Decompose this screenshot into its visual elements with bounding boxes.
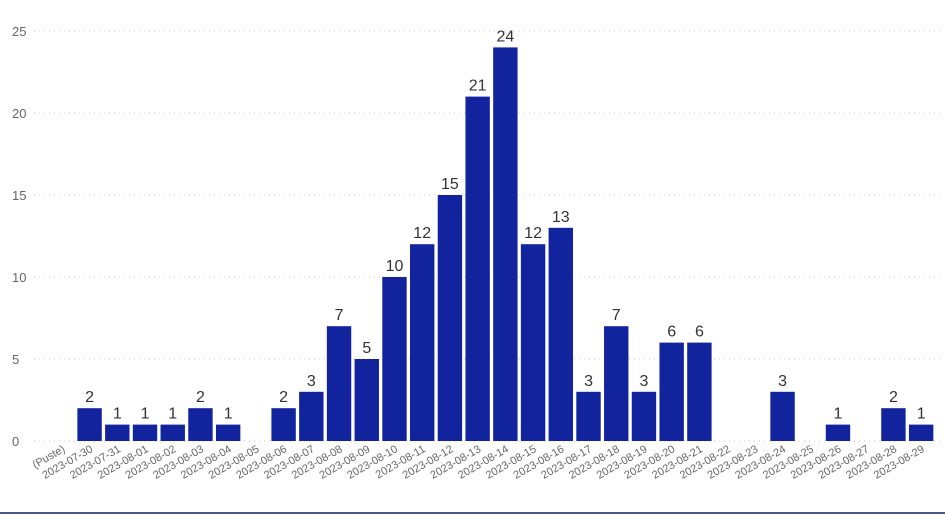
data-label: 12 bbox=[524, 225, 542, 242]
bar bbox=[576, 391, 601, 441]
data-label: 2 bbox=[196, 389, 205, 406]
bar bbox=[160, 424, 185, 441]
data-label: 1 bbox=[224, 406, 233, 423]
y-axis-ticks: 0 5 10 15 20 25 bbox=[12, 24, 26, 449]
bar bbox=[881, 408, 906, 441]
bar bbox=[437, 195, 463, 441]
data-label: 1 bbox=[141, 406, 150, 423]
data-label: 13 bbox=[552, 209, 570, 226]
data-label: 1 bbox=[168, 406, 177, 423]
bar bbox=[687, 342, 712, 441]
bars bbox=[77, 47, 934, 442]
bar bbox=[770, 391, 795, 441]
data-label: 3 bbox=[307, 373, 316, 390]
y-tick-label: 0 bbox=[12, 434, 19, 449]
data-label: 7 bbox=[612, 307, 621, 324]
bar bbox=[604, 326, 629, 441]
data-label: 6 bbox=[667, 324, 676, 341]
data-label: 2 bbox=[85, 389, 94, 406]
data-label: 3 bbox=[778, 373, 787, 390]
data-label: 3 bbox=[584, 373, 593, 390]
y-tick-label: 20 bbox=[12, 106, 26, 121]
bar bbox=[908, 424, 934, 441]
data-label: 10 bbox=[386, 258, 404, 275]
data-label: 12 bbox=[413, 225, 431, 242]
bar bbox=[77, 408, 102, 441]
data-label: 1 bbox=[917, 406, 926, 423]
bar bbox=[410, 244, 435, 441]
bar bbox=[326, 326, 352, 441]
data-label: 21 bbox=[469, 78, 487, 95]
data-label: 15 bbox=[441, 176, 459, 193]
bar bbox=[493, 47, 518, 442]
bar bbox=[659, 342, 684, 441]
bar bbox=[271, 408, 296, 441]
data-label: 24 bbox=[496, 28, 514, 45]
bar bbox=[354, 359, 379, 441]
bar bbox=[188, 408, 213, 441]
bar bbox=[382, 277, 407, 441]
data-label: 5 bbox=[362, 340, 371, 357]
bar bbox=[105, 424, 130, 441]
data-label: 3 bbox=[640, 373, 649, 390]
bar bbox=[520, 244, 546, 441]
data-label: 1 bbox=[113, 406, 122, 423]
bar bbox=[215, 424, 241, 441]
data-label: 1 bbox=[834, 406, 843, 423]
bar bbox=[548, 227, 573, 441]
data-label: 7 bbox=[335, 307, 344, 324]
bar bbox=[299, 391, 324, 441]
bar bbox=[631, 391, 657, 441]
data-label: 2 bbox=[889, 389, 898, 406]
bar bbox=[132, 424, 158, 441]
bar bbox=[465, 96, 490, 441]
y-tick-label: 10 bbox=[12, 270, 26, 285]
y-tick-label: 5 bbox=[12, 352, 19, 367]
x-axis-ticks: (Puste)2023-07-302023-07-312023-08-01202… bbox=[31, 443, 927, 482]
y-tick-label: 15 bbox=[12, 188, 26, 203]
y-tick-label: 25 bbox=[12, 24, 26, 39]
data-label: 6 bbox=[695, 324, 704, 341]
bar bbox=[825, 424, 851, 441]
data-label: 2 bbox=[279, 389, 288, 406]
bottom-divider bbox=[0, 512, 945, 514]
